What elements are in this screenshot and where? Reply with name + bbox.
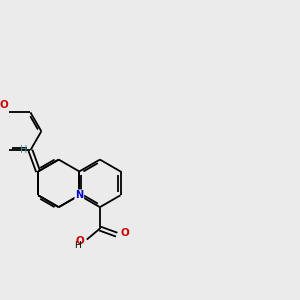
Text: H: H	[74, 241, 81, 250]
Text: N: N	[75, 190, 83, 200]
Text: O: O	[120, 228, 129, 238]
Text: H: H	[20, 145, 28, 155]
Text: O: O	[75, 236, 84, 246]
Text: O: O	[0, 100, 8, 110]
